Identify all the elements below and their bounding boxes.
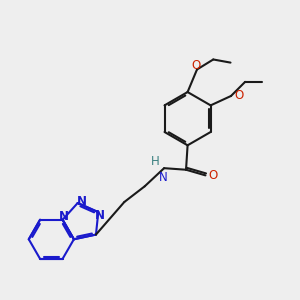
Text: H: H: [151, 155, 160, 168]
Text: N: N: [159, 171, 167, 184]
Text: O: O: [208, 169, 217, 182]
Text: N: N: [59, 210, 69, 223]
Text: N: N: [76, 195, 86, 208]
Text: O: O: [234, 89, 243, 102]
Text: N: N: [95, 209, 105, 222]
Text: O: O: [192, 59, 201, 72]
